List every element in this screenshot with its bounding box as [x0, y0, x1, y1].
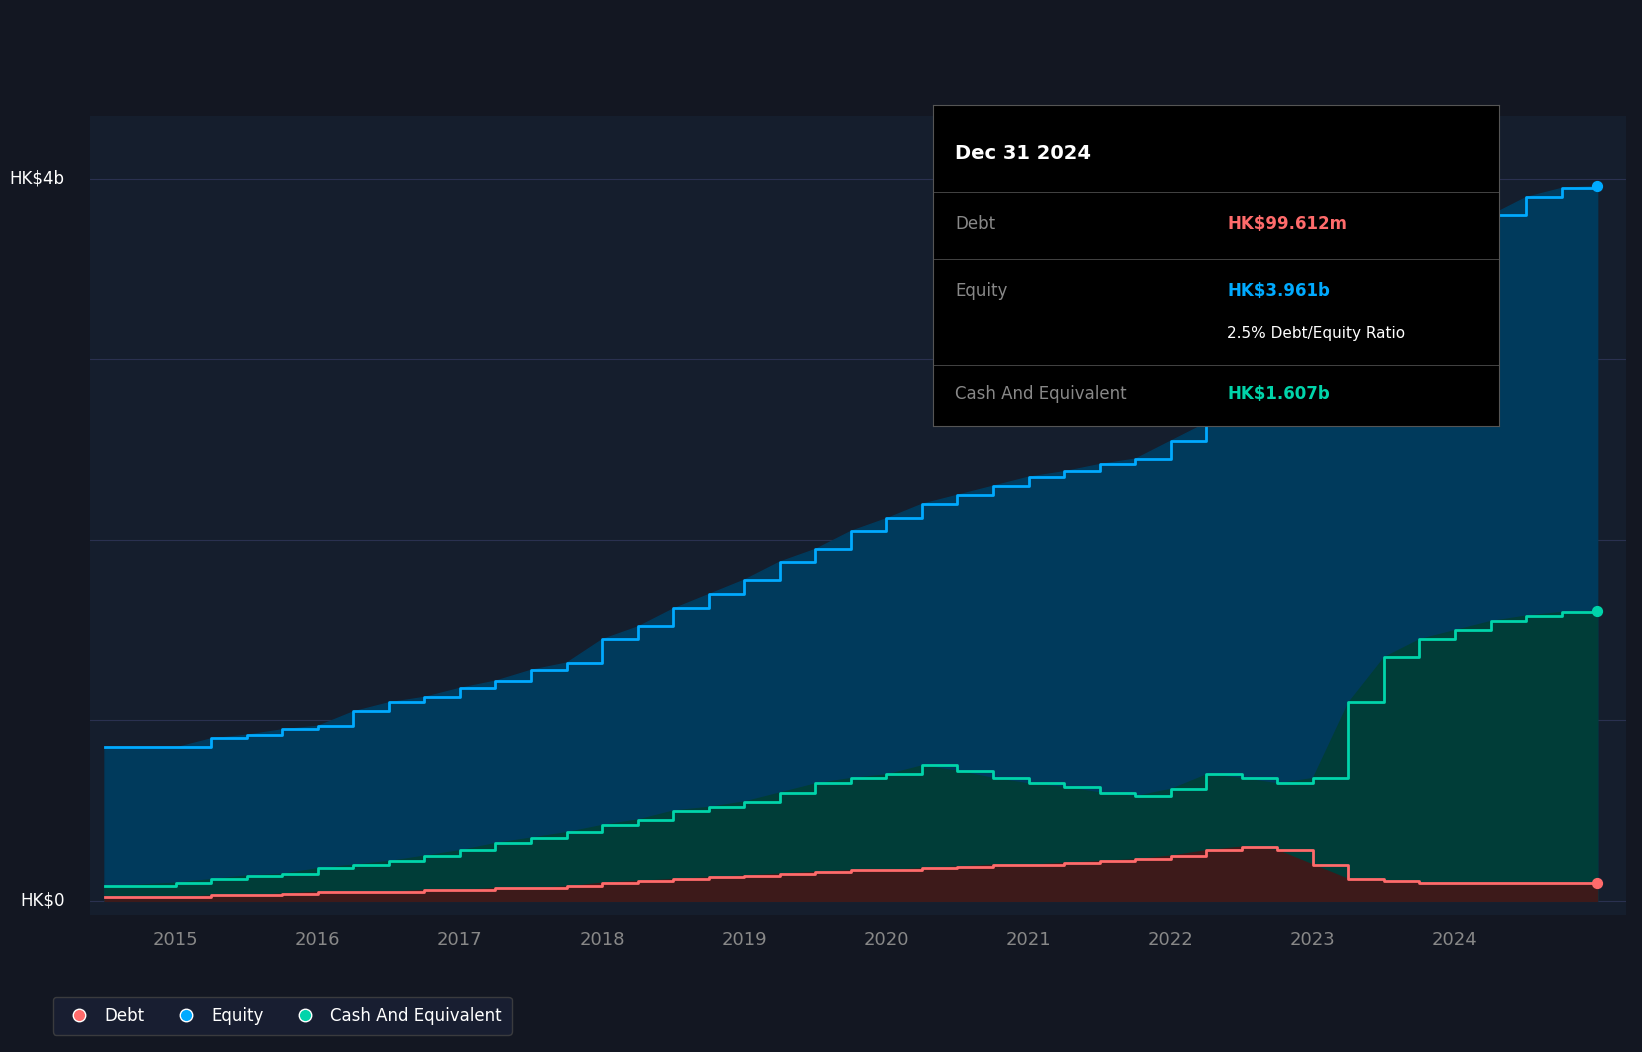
Text: Cash And Equivalent: Cash And Equivalent	[956, 385, 1126, 403]
Text: HK$3.961b: HK$3.961b	[1227, 282, 1330, 300]
Text: 2.5% Debt/Equity Ratio: 2.5% Debt/Equity Ratio	[1227, 325, 1406, 341]
Text: HK$4b: HK$4b	[10, 169, 64, 188]
Text: HK$0: HK$0	[20, 892, 64, 910]
Legend: Debt, Equity, Cash And Equivalent: Debt, Equity, Cash And Equivalent	[53, 997, 512, 1035]
Text: Equity: Equity	[956, 282, 1008, 300]
Text: Debt: Debt	[956, 215, 995, 232]
Text: HK$99.612m: HK$99.612m	[1227, 215, 1346, 232]
Point	[1585, 178, 1611, 195]
Point	[1585, 874, 1611, 891]
Text: Dec 31 2024: Dec 31 2024	[956, 144, 1092, 163]
Point	[1585, 603, 1611, 620]
Text: HK$1.607b: HK$1.607b	[1227, 385, 1330, 403]
